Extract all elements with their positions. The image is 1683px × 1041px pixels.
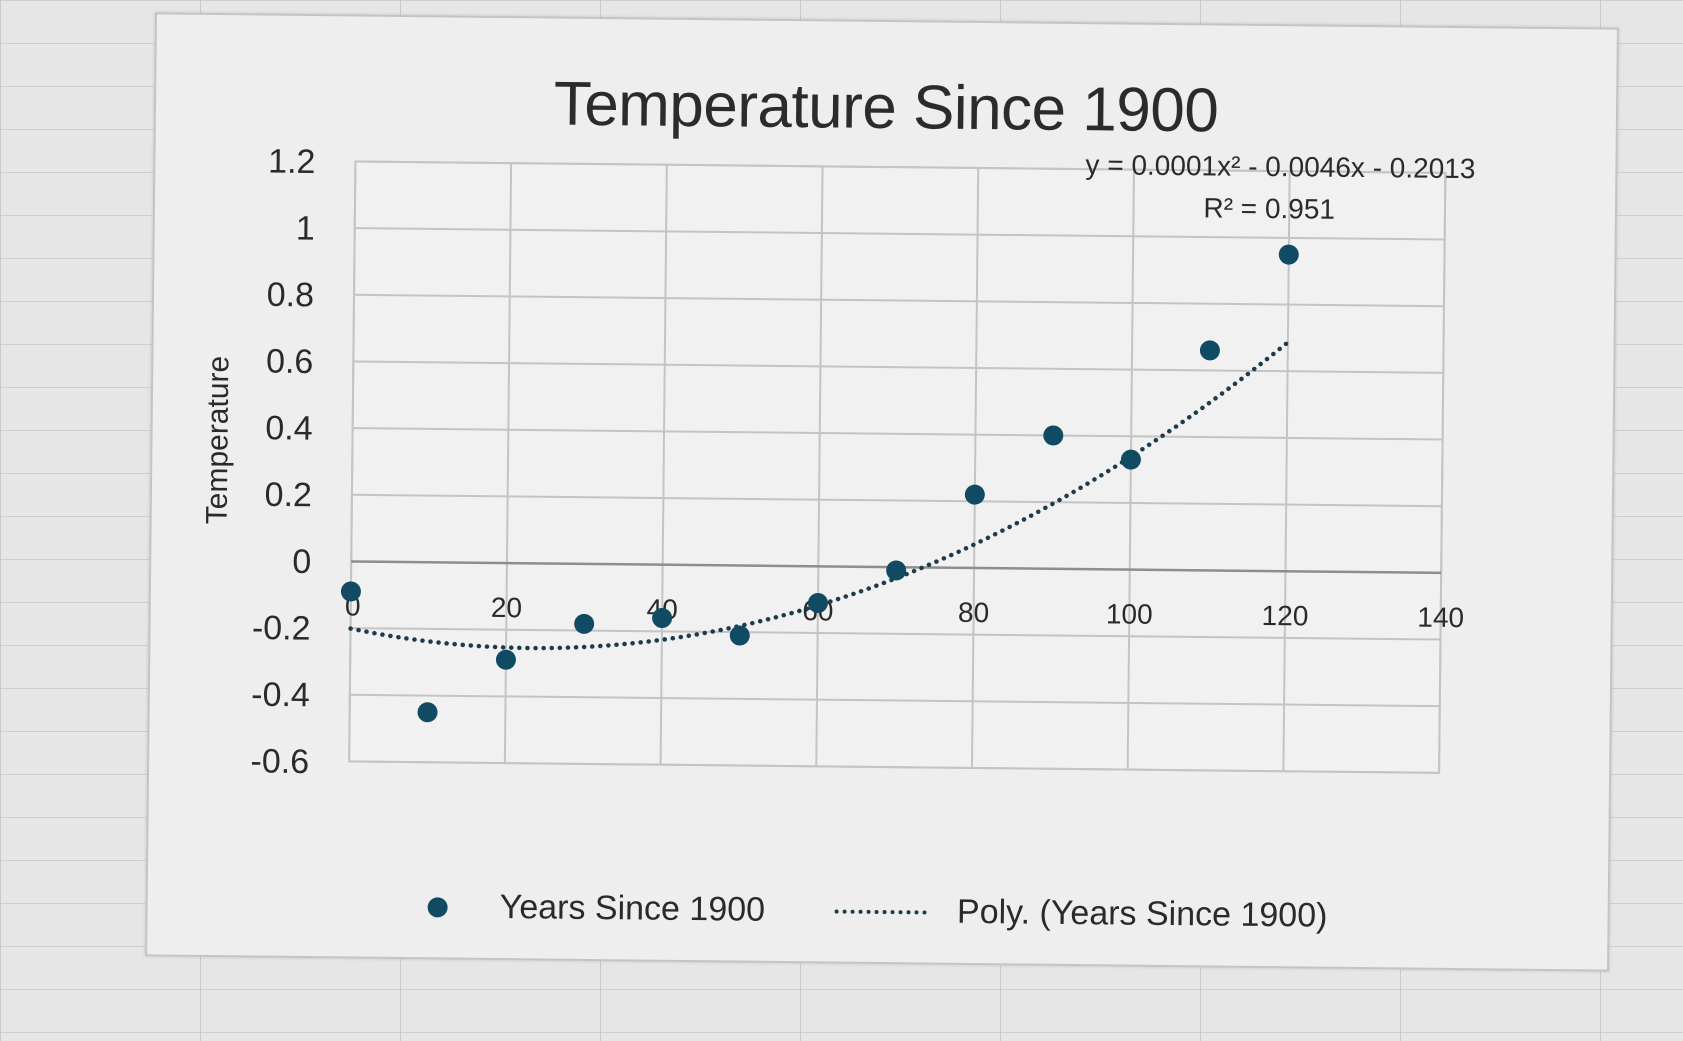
vertical-gridlines	[348, 161, 1447, 773]
data-point[interactable]	[495, 649, 516, 670]
data-point[interactable]	[807, 593, 828, 614]
data-point[interactable]	[964, 484, 985, 505]
legend-series-label: Years Since 1900	[499, 888, 766, 929]
legend-dot-icon	[427, 896, 448, 917]
legend-dotted-line-icon	[835, 909, 928, 914]
y-gridline	[352, 427, 1443, 441]
data-point[interactable]	[729, 625, 750, 646]
y-tick-label: -0.4	[251, 676, 310, 715]
plot-area-svg: 1.210.80.60.40.20-0.2-0.4-0.6 0204060801…	[201, 143, 1476, 781]
y-tick-label: 0.6	[266, 343, 314, 381]
y-gridline	[353, 360, 1444, 374]
y-gridline	[350, 627, 1441, 641]
x-tick-label: 80	[958, 597, 989, 628]
y-gridline	[351, 493, 1442, 508]
legend-trendline-label: Poly. (Years Since 1900)	[956, 892, 1328, 935]
data-point[interactable]	[1199, 340, 1220, 361]
chart-container[interactable]: Temperature Since 1900 1.2 1 0.8 0.6 0.4 0.2 0…	[145, 12, 1619, 972]
legend-item-series: Years Since 1900	[427, 887, 766, 930]
data-point[interactable]	[417, 702, 438, 723]
data-points	[340, 244, 1299, 723]
y-gridline	[355, 160, 1446, 174]
y-tick-label: 1	[296, 210, 315, 248]
y-tick-label: -0.2	[252, 609, 311, 648]
y-tick-labels: 1.2 1 0.8 0.6 0.4 0.2 0 -0.2 -0.4 -0.6	[250, 143, 316, 781]
x-gridline-80	[970, 167, 980, 768]
data-point[interactable]	[340, 581, 361, 602]
y-gridline	[349, 693, 1440, 708]
x-gridline-120	[1282, 171, 1291, 772]
data-point[interactable]	[886, 560, 907, 581]
data-point[interactable]	[1120, 449, 1141, 470]
x-tick-labels: 020406080100120140	[345, 590, 1464, 633]
x-gridline-140	[1438, 172, 1447, 773]
trendline-r-squared: R² = 0.951	[1203, 192, 1335, 224]
y-tick-label: 1.2	[268, 143, 316, 181]
data-point[interactable]	[1043, 425, 1064, 446]
x-gridline-0	[348, 161, 357, 762]
x-tick-label: 140	[1417, 602, 1464, 633]
trendline-equation: y = 0.0001x² - 0.0046x - 0.2013	[1085, 149, 1475, 184]
y-tick-label: 0	[292, 543, 311, 581]
x-gridline-40	[659, 164, 668, 765]
y-gridline	[349, 760, 1440, 774]
x-tick-label: 120	[1261, 600, 1308, 631]
x-tick-label: 100	[1106, 598, 1153, 629]
y-axis-label: Temperature	[201, 356, 236, 525]
y-gridline	[354, 293, 1444, 308]
x-gridline-60	[815, 166, 824, 767]
x-tick-label: 20	[491, 592, 522, 623]
y-tick-label: -0.6	[250, 742, 309, 781]
y-tick-label: 0.2	[264, 476, 312, 514]
data-point[interactable]	[1278, 244, 1299, 265]
y-gridline	[354, 227, 1445, 241]
y-tick-label: 0.8	[267, 276, 315, 314]
data-point[interactable]	[652, 608, 673, 629]
y-tick-label: 0.4	[265, 409, 313, 447]
legend-item-trendline: Poly. (Years Since 1900)	[835, 892, 1328, 936]
horizontal-gridlines	[349, 160, 1446, 774]
data-point[interactable]	[574, 613, 595, 634]
